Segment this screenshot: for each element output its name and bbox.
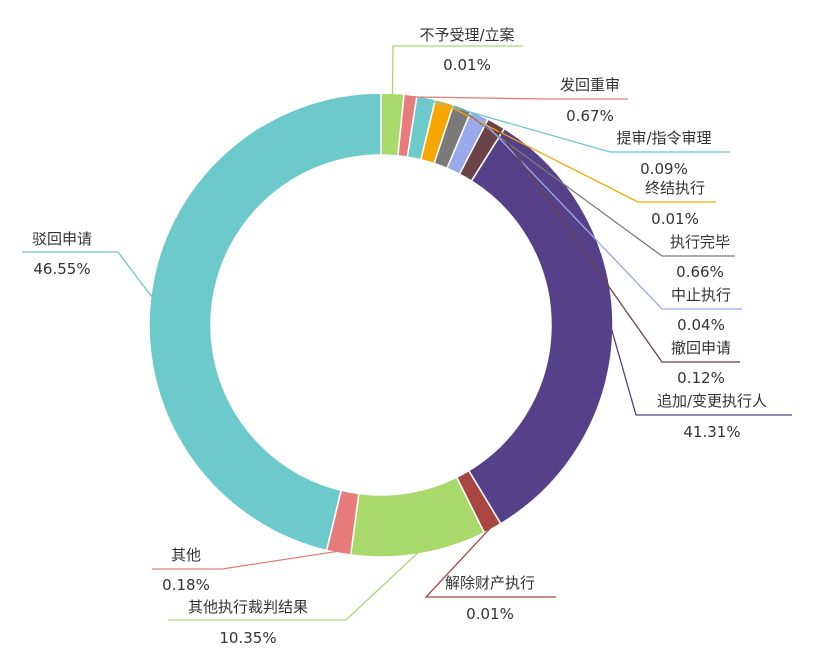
leader-line-7: [494, 125, 740, 363]
slice-8: [467, 127, 614, 525]
slice-name-label-2: 发回重审: [560, 76, 620, 94]
slice-percent-label-10: 10.35%: [219, 629, 276, 647]
slice-percent-label-8: 41.31%: [683, 423, 740, 441]
leader-lines: [22, 45, 792, 621]
slice-percent-label-2: 0.67%: [566, 107, 614, 125]
leader-line-11: [152, 550, 340, 570]
leader-line-5: [461, 109, 735, 257]
slice-name-label-8: 追加/变更执行人: [657, 392, 767, 410]
leader-line-1: [391, 45, 523, 96]
slice-percent-label-11: 0.18%: [162, 576, 210, 594]
leader-line-4: [443, 103, 716, 203]
leader-line-2: [410, 96, 628, 100]
slice-name-label-11: 其他: [171, 546, 201, 564]
slice-name-label-9: 解除财产执行: [445, 574, 535, 592]
slice-name-label-5: 执行完毕: [670, 233, 730, 251]
leader-line-9: [424, 526, 556, 598]
slice-name-label-4: 终结执行: [645, 179, 705, 197]
slice-12: [148, 92, 382, 552]
slice-percent-label-6: 0.04%: [677, 316, 725, 334]
leader-line-8: [610, 326, 792, 416]
slice-percent-label-5: 0.66%: [676, 263, 724, 281]
slice-name-label-12: 驳回申请: [32, 230, 92, 248]
data-labels: 不予受理/立案 0.01% 发回重审 0.67%提审/指令审理 0.09%终结执行 0.0…: [32, 26, 767, 647]
slice-name-label-3: 提审/指令审理: [616, 129, 711, 147]
slice-percent-label-3: 0.09%: [640, 160, 688, 178]
leader-line-12: [22, 251, 154, 299]
donut-slices: [148, 92, 614, 558]
slice-name-label-1: 不予受理/立案: [419, 26, 514, 44]
slice-percent-label-1: 0.01%: [443, 56, 491, 74]
leader-line-10: [168, 551, 420, 621]
slice-percent-label-4: 0.01%: [651, 210, 699, 228]
leader-line-3: [425, 98, 730, 153]
slice-percent-label-7: 0.12%: [677, 369, 725, 387]
slice-name-label-7: 撤回申请: [671, 339, 731, 357]
slice-name-label-10: 其他执行裁判结果: [188, 598, 308, 616]
leader-line-6: [478, 116, 742, 310]
slice-name-label-6: 中止执行: [671, 286, 731, 304]
slice-percent-label-9: 0.01%: [466, 605, 514, 623]
slice-percent-label-12: 46.55%: [33, 260, 90, 278]
